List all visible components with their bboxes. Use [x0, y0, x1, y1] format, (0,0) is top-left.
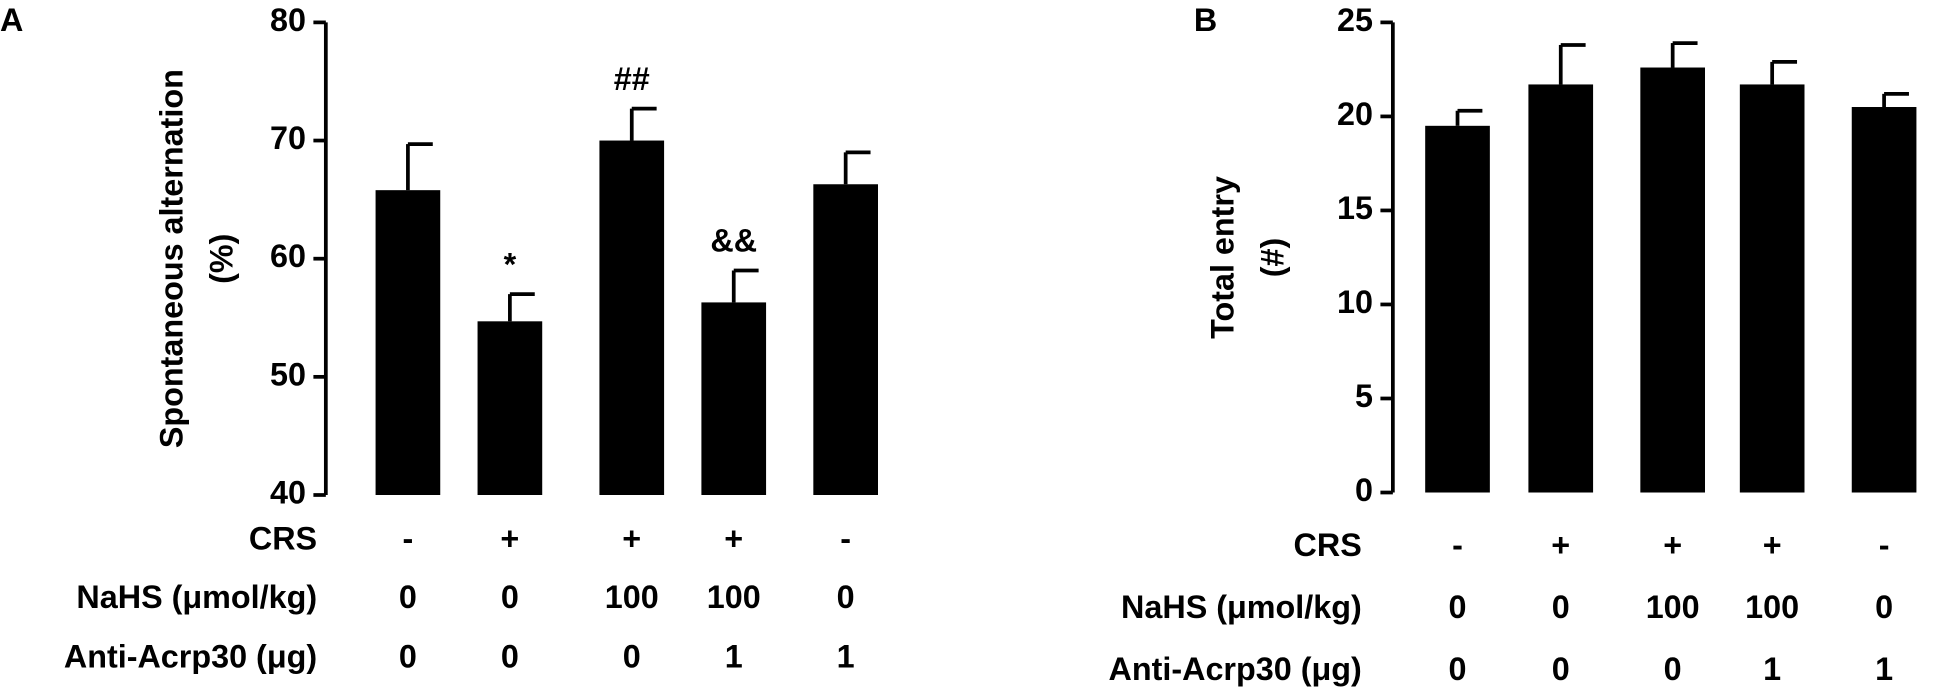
row-label: Anti-Acrp30 (μg): [64, 639, 317, 675]
row-value: 0: [399, 639, 417, 675]
row-value: +: [724, 521, 743, 557]
bar: [813, 184, 878, 495]
row-value: 0: [1552, 589, 1570, 625]
y-axis-label: Total entry: [1205, 176, 1241, 339]
bar: [477, 321, 543, 495]
row-value: 0: [501, 639, 519, 675]
row-value: +: [500, 521, 519, 557]
row-value: 0: [1449, 589, 1467, 625]
row-value: +: [1763, 527, 1782, 563]
y-axis-label: (%): [203, 234, 239, 284]
panel-letter: A: [0, 2, 23, 38]
y-tick-label: 60: [270, 238, 306, 274]
panel-letter: B: [1194, 2, 1217, 38]
row-value: 1: [1875, 651, 1893, 687]
y-tick-label: 80: [270, 2, 306, 38]
row-value: 100: [1646, 589, 1700, 625]
row-value: 1: [725, 639, 743, 675]
row-value: +: [1551, 527, 1570, 563]
bar: [1739, 84, 1805, 493]
row-value: -: [1879, 527, 1890, 563]
annotation: *: [504, 246, 517, 282]
bar: [1425, 125, 1490, 493]
row-value: 0: [399, 579, 417, 615]
y-tick-label: 10: [1337, 284, 1373, 320]
row-value: +: [622, 521, 641, 557]
annotation: &&: [710, 223, 757, 259]
row-value: 0: [1664, 651, 1682, 687]
bar: [375, 190, 441, 495]
row-label: CRS: [249, 521, 317, 557]
row-value: -: [403, 521, 414, 557]
annotation: ##: [614, 61, 650, 97]
bar: [1640, 67, 1706, 493]
y-tick-label: 25: [1337, 2, 1373, 38]
row-value: 0: [501, 579, 519, 615]
row-value: -: [1452, 527, 1463, 563]
row-value: 1: [837, 639, 855, 675]
row-value: 0: [1875, 589, 1893, 625]
y-tick-label: 15: [1337, 190, 1373, 226]
row-value: 100: [707, 579, 761, 615]
bar: [701, 302, 767, 495]
row-label: CRS: [1294, 527, 1362, 563]
y-tick-label: 40: [270, 475, 306, 511]
row-value: 0: [1449, 651, 1467, 687]
row-value: 0: [1552, 651, 1570, 687]
row-value: 100: [1745, 589, 1799, 625]
row-label: NaHS (μmol/kg): [1121, 589, 1362, 625]
y-tick-label: 50: [270, 356, 306, 392]
row-value: -: [840, 521, 851, 557]
y-axis-label: (#): [1254, 238, 1290, 278]
y-tick-label: 70: [270, 120, 306, 156]
row-value: +: [1663, 527, 1682, 563]
row-value: 0: [623, 639, 641, 675]
row-value: 0: [837, 579, 855, 615]
y-axis-label: Spontaneous alternation: [154, 69, 190, 448]
row-value: 100: [605, 579, 659, 615]
y-tick-label: 5: [1355, 378, 1373, 414]
bar: [1528, 84, 1594, 493]
row-value: 1: [1763, 651, 1781, 687]
bar: [1851, 107, 1917, 493]
y-tick-label: 0: [1355, 472, 1373, 508]
row-label: Anti-Acrp30 (μg): [1109, 651, 1362, 687]
row-label: NaHS (μmol/kg): [76, 579, 317, 615]
bar: [599, 140, 665, 495]
y-tick-label: 20: [1337, 96, 1373, 132]
